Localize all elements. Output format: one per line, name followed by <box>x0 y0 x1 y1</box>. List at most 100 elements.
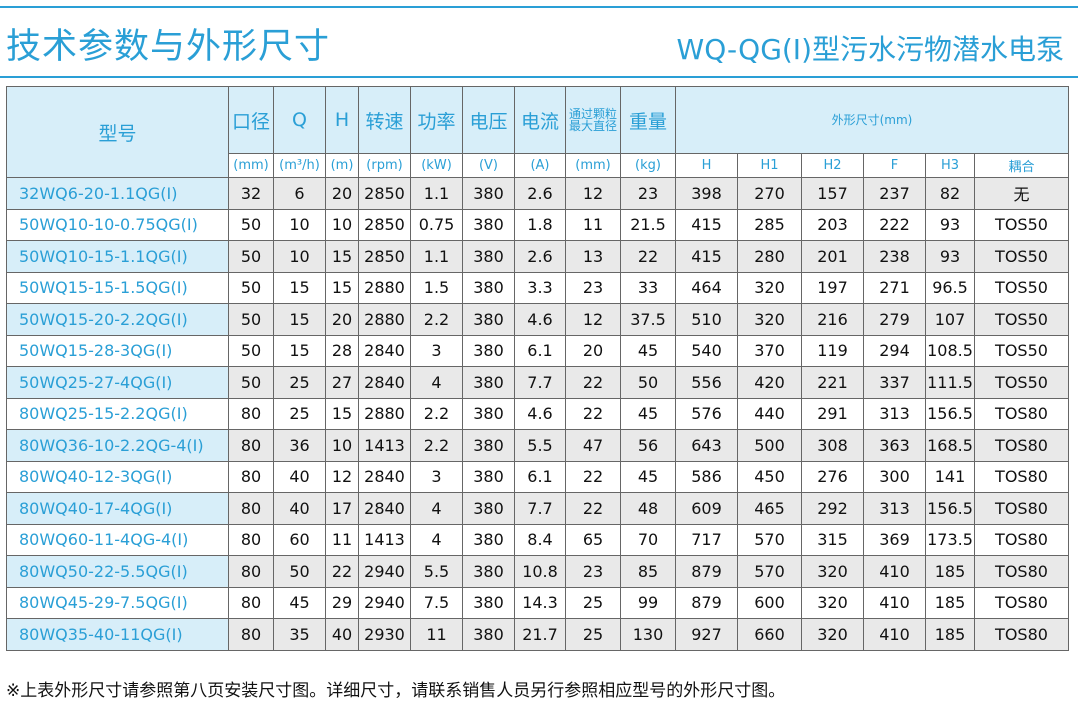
data-cell: 40 <box>325 618 359 651</box>
data-cell: 2840 <box>358 366 411 399</box>
data-cell: 50 <box>228 271 274 304</box>
data-cell: 3 <box>410 460 463 493</box>
data-cell: 45 <box>620 334 676 367</box>
data-cell: 40 <box>273 492 326 525</box>
data-cell: 380 <box>462 492 515 525</box>
data-cell: 7.7 <box>514 366 566 399</box>
data-cell: 300 <box>863 460 926 493</box>
title: 技术参数与外形尺寸 <box>6 27 331 67</box>
data-row: 50WQ15-20-2.2QG(Ⅰ) 50 15 20 2880 2.2 380 4.6 12 3… <box>6 303 1069 336</box>
unit-row: (mm) (m³/h) (m) (rpm) (kW) (V) (A) (mm) (kg) H H1 H… <box>7 153 1069 178</box>
data-cell: 82 <box>925 177 975 210</box>
data-cell: 363 <box>863 429 926 462</box>
unit-header: H3 <box>925 153 975 178</box>
data-cell: 643 <box>675 429 738 462</box>
model-cell: 50WQ15-28-3QG(Ⅰ) <box>6 334 229 367</box>
column-header: 功率 <box>410 86 463 154</box>
data-cell: 25 <box>565 586 621 619</box>
data-cell: 2850 <box>358 240 411 273</box>
model-cell: 80WQ50-22-5.5QG(Ⅰ) <box>6 555 229 588</box>
subtitle: WQ-QG(Ⅰ)型污水污物潜水电泵 <box>676 33 1064 66</box>
unit-header: 耦合 <box>974 153 1069 178</box>
data-cell: 1.1 <box>410 177 463 210</box>
data-cell: 221 <box>801 366 864 399</box>
data-row: 50WQ25-27-4QG(Ⅰ) 50 25 27 2840 4 380 7.7 22 50 556… <box>6 366 1069 399</box>
data-cell: 23 <box>620 177 676 210</box>
data-row: 80WQ35-40-11QG(Ⅰ) 80 35 40 2930 11 380 21.7 25 13… <box>6 618 1069 651</box>
data-cell: 50 <box>228 240 274 273</box>
data-cell: 80 <box>228 429 274 462</box>
data-cell: 10 <box>325 208 359 241</box>
data-cell: 600 <box>737 586 802 619</box>
data-cell: 15 <box>273 334 326 367</box>
data-cell: 22 <box>565 397 621 430</box>
data-row: 32WQ6-20-1.1QG(Ⅰ) 32 6 20 2850 1.1 380 2.6 12 23 3… <box>6 177 1069 210</box>
data-cell: 279 <box>863 303 926 336</box>
column-header: 电压 <box>462 86 515 154</box>
data-cell: 380 <box>462 618 515 651</box>
unit-header: H <box>675 153 738 178</box>
footnote: ※上表外形尺寸请参照第八页安装尺寸图。详细尺寸，请联系销售人员另行参照相应型号的… <box>6 681 786 701</box>
data-cell: 8.4 <box>514 523 566 556</box>
data-cell: 96.5 <box>925 271 975 304</box>
data-cell: 15 <box>325 271 359 304</box>
data-cell: 292 <box>801 492 864 525</box>
data-cell: 308 <box>801 429 864 462</box>
data-cell: 23 <box>565 555 621 588</box>
data-cell: TOS80 <box>974 555 1069 588</box>
data-cell: 2880 <box>358 397 411 430</box>
data-cell: 70 <box>620 523 676 556</box>
data-cell: 80 <box>228 460 274 493</box>
data-cell: TOS80 <box>974 586 1069 619</box>
unit-header: (rpm) <box>358 153 411 178</box>
column-header: H <box>325 86 359 154</box>
data-cell: 111.5 <box>925 366 975 399</box>
data-cell: 10 <box>273 208 326 241</box>
unit-header: H1 <box>737 153 802 178</box>
data-cell: 2880 <box>358 271 411 304</box>
data-cell: 380 <box>462 208 515 241</box>
data-cell: 185 <box>925 555 975 588</box>
data-row: 50WQ10-10-0.75QG(Ⅰ) 50 10 10 2850 0.75 380 1.8 1… <box>6 208 1069 241</box>
data-cell: 168.5 <box>925 429 975 462</box>
data-cell: 6.1 <box>514 334 566 367</box>
data-cell: 380 <box>462 429 515 462</box>
column-header: 转速 <box>358 86 411 154</box>
data-row: 80WQ45-29-7.5QG(Ⅰ) 80 45 29 2940 7.5 380 14.3 25… <box>6 586 1069 619</box>
data-cell: 80 <box>228 618 274 651</box>
data-cell: 45 <box>620 397 676 430</box>
data-cell: 201 <box>801 240 864 273</box>
data-cell: 410 <box>863 555 926 588</box>
data-cell: 22 <box>565 460 621 493</box>
data-cell: 465 <box>737 492 802 525</box>
unit-header: (m³/h) <box>273 153 326 178</box>
data-cell: 80 <box>228 555 274 588</box>
data-cell: 156.5 <box>925 492 975 525</box>
model-cell: 32WQ6-20-1.1QG(Ⅰ) <box>6 177 229 210</box>
data-cell: 2.2 <box>410 303 463 336</box>
rule <box>0 6 1078 8</box>
data-cell: 6.1 <box>514 460 566 493</box>
data-cell: 2840 <box>358 460 411 493</box>
data-cell: 141 <box>925 460 975 493</box>
model-cell: 50WQ15-15-1.5QG(Ⅰ) <box>6 271 229 304</box>
data-cell: 40 <box>273 460 326 493</box>
data-cell: 222 <box>863 208 926 241</box>
data-cell: 11 <box>565 208 621 241</box>
data-cell: 4.6 <box>514 303 566 336</box>
data-cell: 609 <box>675 492 738 525</box>
data-cell: 25 <box>273 397 326 430</box>
model-cell: 80WQ40-12-3QG(Ⅰ) <box>6 460 229 493</box>
data-cell: 80 <box>228 586 274 619</box>
data-cell: 48 <box>620 492 676 525</box>
data-cell: 13 <box>565 240 621 273</box>
data-cell: 17 <box>325 492 359 525</box>
data-cell: 185 <box>925 586 975 619</box>
data-row: 50WQ10-15-1.1QG(Ⅰ) 50 10 15 2850 1.1 380 2.6 13 2… <box>6 240 1069 273</box>
data-cell: 1413 <box>358 429 411 462</box>
data-cell: 50 <box>228 303 274 336</box>
data-cell: 11 <box>410 618 463 651</box>
data-cell: 47 <box>565 429 621 462</box>
data-cell: 25 <box>273 366 326 399</box>
data-cell: 4 <box>410 492 463 525</box>
